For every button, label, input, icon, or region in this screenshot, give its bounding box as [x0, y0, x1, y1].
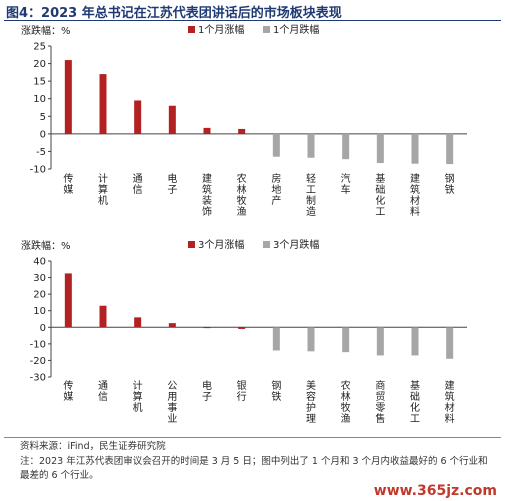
category-label: 建筑装饰: [202, 172, 212, 218]
bar-建筑装饰: [203, 127, 211, 134]
category-label: 钢铁: [271, 379, 281, 403]
category-label: 计算机: [98, 172, 108, 207]
bar-通信: [99, 305, 107, 328]
y-tick-label: 25: [33, 42, 46, 53]
y-tick-label: 15: [33, 77, 46, 88]
category-label: 轻工制造: [306, 172, 316, 218]
category-label: 农林牧渔: [237, 172, 247, 218]
category-label: 基础化工: [410, 379, 420, 425]
category-label: 汽车: [341, 172, 351, 196]
legend-swatch-1: [263, 241, 270, 248]
category-label: 传媒: [63, 173, 73, 196]
legend-swatch-0: [188, 26, 195, 33]
legend-swatch-0: [188, 241, 195, 248]
legend-label-0: 1个月涨幅: [198, 24, 244, 36]
category-label: 建筑材料: [445, 379, 455, 425]
bar-房地产: [272, 133, 280, 157]
y-tick-label: 0: [40, 323, 46, 334]
legend-label-0: 3个月涨幅: [198, 238, 244, 251]
bar-农林牧渔: [342, 327, 350, 353]
bar-传媒: [64, 273, 72, 328]
y-axis-label: 涨跌幅：%: [21, 24, 71, 37]
bar-基础化工: [411, 327, 419, 356]
bar-传媒: [64, 60, 72, 134]
bar-建筑材料: [446, 327, 454, 359]
bar-通信: [134, 100, 142, 134]
bar-建筑材料: [411, 133, 419, 164]
bar-计算机: [134, 317, 142, 328]
category-label: 通信: [133, 173, 143, 196]
watermark: www.365jz.com: [373, 483, 497, 499]
legend-label-1: 1个月跌幅: [273, 24, 319, 36]
category-label: 传媒: [63, 380, 73, 403]
category-label: 美容护理: [306, 379, 316, 425]
y-tick-label: 20: [33, 290, 46, 301]
category-label: 钢铁: [445, 172, 455, 196]
y-tick-label: 5: [40, 112, 46, 123]
figure-title: 图4：2023 年总书记在江苏代表团讲话后的市场板块表现: [6, 6, 342, 21]
bar-钢铁: [272, 327, 280, 351]
y-tick-label: 10: [33, 306, 46, 317]
chart-1-month: 涨跌幅：% 1个月涨幅 1个月跌幅 -10 -5 0 5 10 15 20 25 传媒 计算机 通信 电子 建…: [21, 24, 467, 218]
category-label: 计算机: [133, 379, 143, 414]
y-tick-label: 30: [33, 273, 46, 284]
y-tick-label: 40: [33, 257, 46, 268]
y-tick-label: 0: [40, 129, 46, 140]
y-tick-label: 20: [33, 59, 46, 70]
y-tick-label: 10: [33, 94, 46, 105]
legend-label-1: 3个月跌幅: [273, 238, 319, 251]
bar-公用事业: [168, 323, 176, 328]
bar-商贸零售: [376, 327, 384, 356]
source-divider: [4, 437, 501, 438]
title-divider: [4, 20, 501, 21]
category-label: 公用事业: [167, 381, 177, 425]
category-label: 电子: [202, 379, 212, 403]
bar-计算机: [99, 74, 107, 134]
bar-汽车: [342, 133, 350, 160]
category-label: 基础化工: [375, 172, 385, 218]
category-label: 建筑材料: [410, 172, 420, 218]
category-label: 电子: [167, 172, 177, 196]
bar-轻工制造: [307, 133, 315, 158]
bar-基础化工: [376, 133, 384, 164]
category-label: 农林牧渔: [341, 379, 351, 425]
y-tick-label: -10: [30, 339, 46, 350]
y-tick-label: -30: [30, 373, 46, 384]
bar-电子: [203, 327, 211, 329]
category-label: 房地产: [271, 172, 281, 207]
bar-美容护理: [307, 327, 315, 352]
chart-3-month: 涨跌幅：% 3个月涨幅 3个月跌幅 -30 -20 -10 0 10 20 30 40 传媒 通信 计算机…: [21, 238, 467, 425]
bar-银行: [238, 327, 246, 329]
legend-swatch-1: [263, 26, 270, 33]
category-label: 通信: [98, 380, 108, 403]
y-tick-label: -5: [36, 147, 46, 158]
source-text: 资料来源：iFind，民生证券研究院: [20, 441, 166, 452]
bar-钢铁: [446, 133, 454, 165]
category-label: 商贸零售: [375, 379, 385, 425]
y-axis-label: 涨跌幅：%: [21, 239, 71, 252]
y-tick-label: -10: [30, 165, 46, 176]
y-tick-label: -20: [30, 356, 46, 367]
bar-农林牧渔: [238, 128, 246, 134]
category-label: 银行: [237, 379, 247, 403]
bar-电子: [168, 105, 176, 134]
note-text: 注：2023 年江苏代表团审议会召开的时间是 3 月 5 日；图中列出了 1 个…: [20, 456, 488, 481]
